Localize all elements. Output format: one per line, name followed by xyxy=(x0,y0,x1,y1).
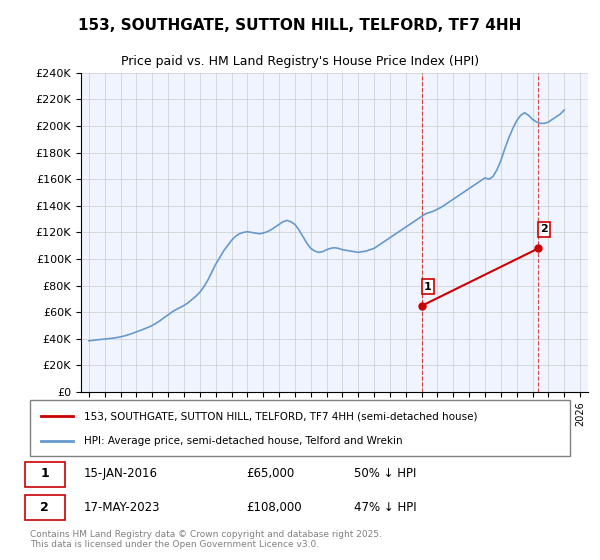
Text: 1: 1 xyxy=(40,468,49,480)
Text: 47% ↓ HPI: 47% ↓ HPI xyxy=(354,501,416,514)
Text: Price paid vs. HM Land Registry's House Price Index (HPI): Price paid vs. HM Land Registry's House … xyxy=(121,55,479,68)
Text: 15-JAN-2016: 15-JAN-2016 xyxy=(84,468,158,480)
FancyBboxPatch shape xyxy=(25,496,65,520)
Text: £108,000: £108,000 xyxy=(246,501,302,514)
Text: 153, SOUTHGATE, SUTTON HILL, TELFORD, TF7 4HH (semi-detached house): 153, SOUTHGATE, SUTTON HILL, TELFORD, TF… xyxy=(84,411,478,421)
Text: 2: 2 xyxy=(40,501,49,514)
Text: HPI: Average price, semi-detached house, Telford and Wrekin: HPI: Average price, semi-detached house,… xyxy=(84,436,403,446)
Text: 2: 2 xyxy=(540,225,548,235)
Text: £65,000: £65,000 xyxy=(246,468,294,480)
FancyBboxPatch shape xyxy=(25,462,65,487)
Text: Contains HM Land Registry data © Crown copyright and database right 2025.
This d: Contains HM Land Registry data © Crown c… xyxy=(30,530,382,549)
Text: 50% ↓ HPI: 50% ↓ HPI xyxy=(354,468,416,480)
FancyBboxPatch shape xyxy=(30,400,570,456)
Text: 1: 1 xyxy=(424,282,431,292)
Text: 17-MAY-2023: 17-MAY-2023 xyxy=(84,501,161,514)
Text: 153, SOUTHGATE, SUTTON HILL, TELFORD, TF7 4HH: 153, SOUTHGATE, SUTTON HILL, TELFORD, TF… xyxy=(79,18,521,33)
